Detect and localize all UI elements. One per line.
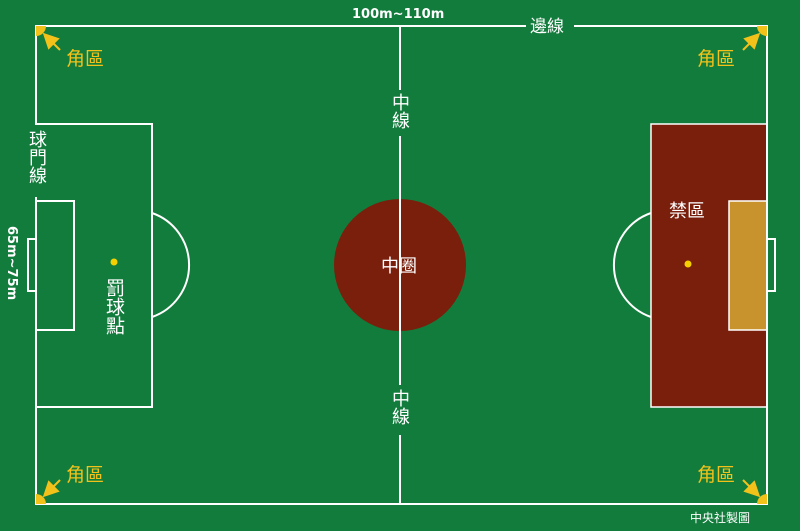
corner-area-label-bottom-right: 角區: [697, 464, 736, 486]
touchline-label: 邊線: [530, 17, 564, 37]
corner-arc-top-right: [757, 26, 767, 36]
right-penalty-spot: [684, 260, 692, 268]
field-length-label: 100m~110m: [352, 7, 445, 22]
corner-area-label-top-right: 角區: [697, 48, 736, 70]
field-width-label: 65m~75m: [4, 226, 19, 301]
corner-area-label-top-left: 角區: [66, 48, 105, 70]
penalty-spot-label: 罰球點: [103, 278, 125, 335]
right-penalty-arc: [612, 212, 652, 318]
goal-line-label: 球門線: [26, 130, 47, 184]
width-label-bg: [2, 222, 22, 312]
corner-arc-top-left: [36, 26, 46, 36]
goal-line-label-bg: [25, 125, 49, 197]
arrow-to-corner-icon: [42, 32, 61, 51]
arrow-to-corner-icon: [742, 479, 761, 498]
length-label-bg: [348, 6, 452, 24]
halfway-line-label-bottom: 中線: [389, 389, 410, 425]
arrow-to-corner-icon: [42, 479, 61, 498]
corner-area-label-bottom-left: 角區: [66, 464, 105, 486]
penalty-area-label: 禁區: [669, 201, 705, 222]
left-goal: [27, 238, 37, 292]
touchline-label-bg: [526, 16, 574, 38]
goal-area-highlight: [728, 200, 768, 331]
credit-label: 中央社製圖: [690, 511, 751, 525]
halfway-label-bottom-bg: [388, 385, 412, 435]
halfway-line-label-top: 中線: [389, 93, 410, 129]
corner-arc-bottom-right: [757, 494, 767, 504]
center-circle-label: 中圈: [381, 256, 417, 277]
right-goal: [766, 238, 776, 292]
left-penalty-spot: [110, 258, 118, 266]
halfway-label-top-bg: [388, 90, 412, 136]
arrow-to-corner-icon: [742, 32, 761, 51]
corner-arc-bottom-left: [36, 494, 46, 504]
left-penalty-arc: [151, 212, 191, 318]
